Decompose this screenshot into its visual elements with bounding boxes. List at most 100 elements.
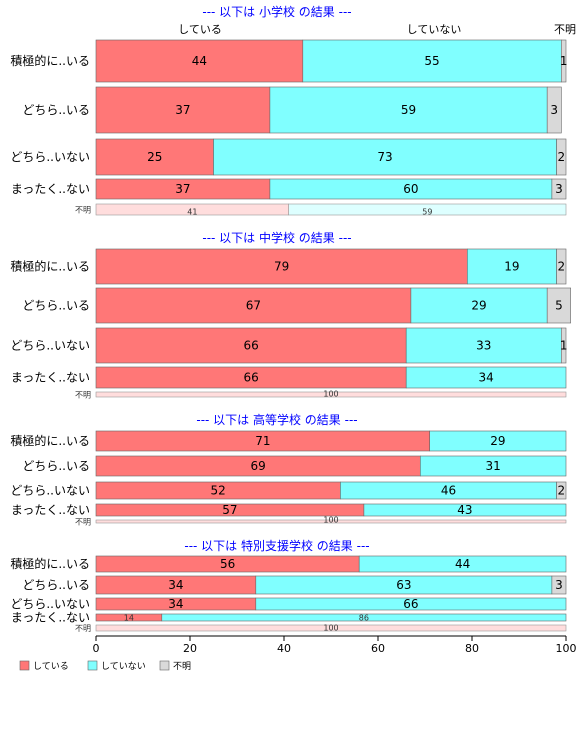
data-label: 46 (441, 484, 456, 498)
row-label-unknown: 不明 (75, 518, 91, 527)
row-label: どちら..いる (22, 459, 90, 473)
bar-segment-shiteiru (95, 138, 214, 176)
data-label: 56 (220, 557, 235, 571)
column-header-shiteinai: していない (407, 23, 462, 36)
data-label: 3 (555, 578, 563, 592)
bar-segment-shiteinai (255, 597, 567, 611)
data-label: 60 (403, 182, 418, 196)
bar-segment-fumei (560, 39, 567, 83)
data-label: 19 (504, 260, 519, 274)
row-label: 積極的に..いる (10, 259, 90, 274)
row-label: まったく..ない (11, 611, 90, 625)
data-label: 69 (251, 459, 266, 473)
bar-segment-fumei (546, 86, 562, 134)
row-label: どちら..いない (10, 484, 90, 498)
data-label: 44 (192, 54, 207, 68)
panel-title-3: --- 以下は 高等学校 の結果 --- (196, 412, 357, 427)
data-label: 59 (422, 208, 432, 217)
data-label: 37 (175, 182, 190, 196)
data-label: 100 (323, 390, 338, 399)
bar-segment-shiteiru (95, 287, 412, 324)
data-label: 29 (471, 299, 486, 313)
panel-title-4: --- 以下は 特別支援学校 の結果 --- (184, 538, 369, 553)
legend-label-shiteiru: している (33, 661, 69, 672)
bar-segment-fumei (551, 575, 567, 595)
row-label: どちら..いる (22, 299, 90, 313)
data-label: 100 (323, 624, 338, 633)
row-label: どちら..いる (22, 103, 90, 117)
panel-title-2: --- 以下は 中学校 の結果 --- (202, 230, 351, 245)
data-label: 66 (243, 339, 258, 353)
data-label: 1 (560, 339, 568, 353)
bar-segment-shiteiru (95, 39, 304, 83)
data-label: 34 (168, 578, 183, 592)
bar-segment-shiteinai (410, 287, 548, 324)
bar-segment-shiteinai (358, 555, 567, 573)
data-label: 44 (455, 557, 470, 571)
data-label: 14 (124, 614, 134, 623)
bar-segment-shiteinai (288, 203, 567, 216)
data-label: 33 (476, 339, 491, 353)
data-label: 73 (377, 150, 392, 164)
bar-segment-fumei (556, 481, 567, 500)
row-label-unknown: 不明 (75, 206, 91, 215)
data-label: 66 (403, 597, 418, 611)
bar-segment-shiteiru (95, 391, 567, 398)
bar-segment-fumei (546, 287, 572, 324)
legend-label-shiteinai: していない (101, 661, 146, 672)
row-label: どちら..いない (10, 597, 90, 611)
data-label: 79 (274, 260, 289, 274)
bar-segment-fumei (556, 248, 567, 285)
bar-segment-shiteiru (95, 248, 468, 285)
data-label: 52 (211, 484, 226, 498)
data-label: 25 (147, 150, 162, 164)
bar-segment-shiteiru (95, 624, 567, 632)
bar-segment-shiteinai (429, 430, 567, 452)
data-label: 5 (555, 299, 563, 313)
data-label: 66 (243, 371, 258, 385)
bar-segment-shiteinai (269, 86, 548, 134)
data-label: 67 (246, 299, 261, 313)
data-label: 1 (560, 54, 568, 68)
bar-segment-shiteinai (466, 248, 557, 285)
data-label: 34 (168, 597, 183, 611)
bar-segment-shiteinai (419, 455, 567, 477)
bar-segment-fumei (560, 327, 567, 364)
x-tick-label: 80 (465, 642, 479, 655)
bar-segment-shiteinai (302, 39, 562, 83)
row-label: 積極的に..いる (10, 556, 90, 571)
row-label-unknown: 不明 (75, 624, 91, 633)
row-label: まったく..ない (11, 371, 90, 385)
x-tick-label: 0 (93, 642, 100, 655)
panel-title-1: --- 以下は 小学校 の結果 --- (202, 4, 351, 19)
x-tick-label: 20 (183, 642, 197, 655)
row-label: まったく..ない (11, 182, 90, 196)
bar-segment-shiteinai (363, 503, 567, 517)
data-label: 31 (486, 459, 501, 473)
row-label-unknown: 不明 (75, 391, 91, 400)
legend-swatch-shiteiru (19, 660, 30, 671)
data-label: 2 (557, 150, 565, 164)
bar-segment-fumei (551, 178, 567, 200)
bar-segment-shiteinai (213, 138, 557, 176)
data-label: 71 (255, 434, 270, 448)
data-label: 59 (401, 103, 416, 117)
x-tick-label: 100 (556, 642, 577, 655)
bar-segment-shiteiru (95, 519, 567, 524)
bar-segment-shiteinai (405, 366, 567, 389)
legend-swatch-shiteinai (87, 660, 98, 671)
data-label: 2 (557, 484, 565, 498)
row-label: どちら..いない (10, 150, 90, 164)
row-label: 積極的に..いる (10, 433, 90, 448)
bar-segment-fumei (556, 138, 567, 176)
data-label: 37 (175, 103, 190, 117)
data-label: 86 (359, 614, 369, 623)
column-header-shiteiru: している (178, 23, 222, 36)
x-tick-label: 40 (277, 642, 291, 655)
row-label: どちら..いる (22, 578, 90, 592)
data-label: 43 (457, 503, 472, 517)
data-label: 63 (396, 578, 411, 592)
legend-label-fumei: 不明 (173, 661, 191, 672)
data-label: 3 (555, 182, 563, 196)
data-label: 3 (550, 103, 558, 117)
